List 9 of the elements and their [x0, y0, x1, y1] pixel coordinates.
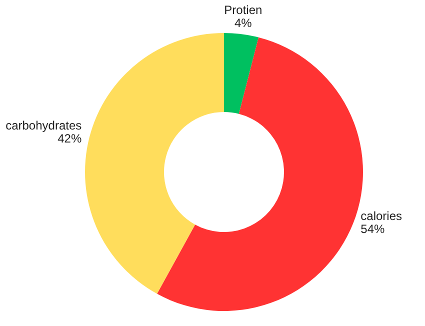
donut-slice	[157, 37, 363, 311]
data-label: 4%	[234, 16, 252, 30]
slice-label: carbohydrates	[6, 118, 82, 132]
donut-slice	[85, 33, 224, 294]
donut-slice	[224, 33, 259, 114]
data-label: 54%	[360, 222, 386, 236]
slice-label: calories	[360, 209, 402, 224]
slice-label: Protien	[224, 3, 262, 18]
data-label: 42%	[58, 131, 82, 146]
